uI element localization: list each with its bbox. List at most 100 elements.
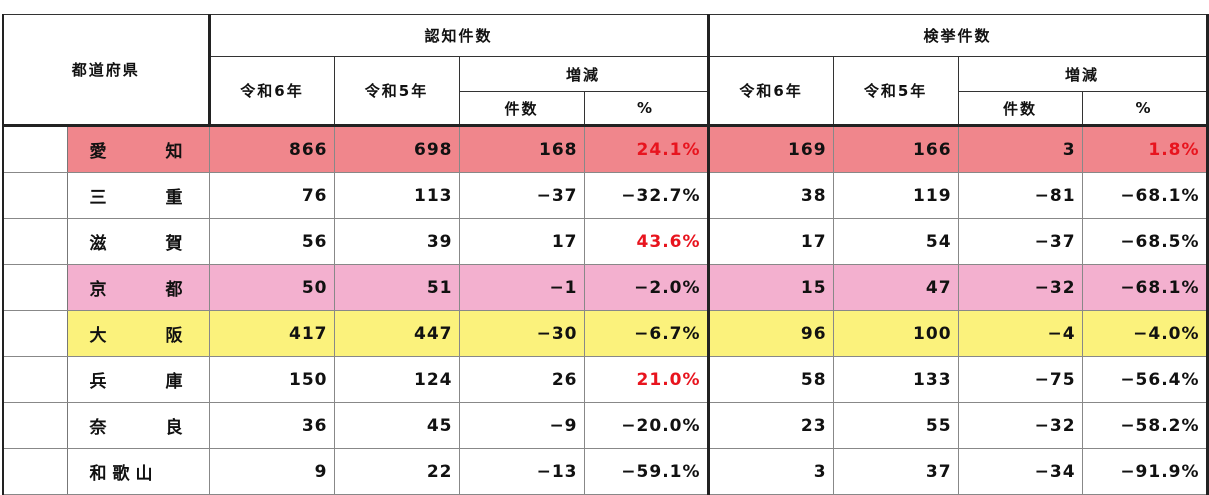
cleared-r5-cell: 47 — [832, 264, 959, 311]
recognized-count-header: 件数 — [458, 91, 585, 127]
crime-statistics-table: 都道府県 認知件数 検挙件数 令和6年 令和5年 増減 令和6年 令和5年 増減… — [1, 14, 1209, 495]
recognized-diff-cell: 26 — [458, 356, 585, 403]
table-header: 都道府県 認知件数 検挙件数 令和6年 令和5年 増減 令和6年 令和5年 増減… — [1, 14, 1209, 127]
table-row: 奈良 36 45 −9 −20.0% 23 55 −32 −58.2% — [2, 402, 1209, 449]
table-row: 愛知 866 698 168 24.1% 169 166 3 1.8% — [2, 125, 1209, 173]
prefecture-name-cell: 奈良 — [66, 402, 210, 449]
recognized-r6-header: 令和6年 — [207, 56, 335, 127]
recognized-diff-cell: 17 — [458, 218, 585, 265]
recognized-pct-cell: 21.0% — [583, 356, 710, 403]
cleared-pct-cell: −4.0% — [1081, 310, 1209, 357]
cleared-diff-cell: −75 — [957, 356, 1083, 403]
recognized-diff-cell: −1 — [458, 264, 585, 311]
row-indent-cell — [2, 402, 68, 449]
crime-statistics-table-frame: 都道府県 認知件数 検挙件数 令和6年 令和5年 増減 令和6年 令和5年 増減… — [1, 14, 1209, 495]
prefecture-name-char: 重 — [165, 188, 183, 208]
cleared-header: 検挙件数 — [707, 14, 1209, 57]
row-indent-cell — [2, 125, 68, 173]
prefecture-name-char: 和 — [89, 464, 107, 484]
recognized-r6-cell: 36 — [208, 402, 335, 449]
recognized-r5-cell: 124 — [333, 356, 460, 403]
table-body: 愛知 866 698 168 24.1% 169 166 3 1.8% 三重 76 113 −37 −32… — [2, 125, 1209, 495]
prefecture-name-char: 歌 — [112, 464, 130, 484]
cleared-pct-cell: −58.2% — [1081, 402, 1209, 449]
cleared-pct-cell: −68.1% — [1081, 264, 1209, 311]
cleared-r5-cell: 166 — [832, 125, 959, 173]
prefecture-name-cell: 京都 — [66, 264, 210, 311]
cleared-r5-header: 令和5年 — [832, 56, 959, 127]
cleared-r6-cell: 3 — [707, 448, 834, 495]
recognized-r6-cell: 417 — [208, 310, 335, 357]
recognized-r6-cell: 866 — [208, 125, 335, 173]
recognized-diff-cell: −9 — [458, 402, 585, 449]
cleared-r6-cell: 23 — [707, 402, 834, 449]
recognized-r5-cell: 51 — [333, 264, 460, 311]
prefecture-name-char: 滋 — [89, 234, 107, 254]
recognized-diff-cell: 168 — [458, 125, 585, 173]
table-row: 大阪 417 447 −30 −6.7% 96 100 −4 −4.0% — [2, 310, 1209, 357]
cleared-diff-cell: −32 — [957, 264, 1083, 311]
cleared-diff-cell: −34 — [957, 448, 1083, 495]
cleared-r5-cell: 55 — [832, 402, 959, 449]
cleared-r6-cell: 96 — [707, 310, 834, 357]
cleared-r6-cell: 58 — [707, 356, 834, 403]
cleared-pct-cell: 1.8% — [1081, 125, 1209, 173]
recognized-r5-cell: 45 — [333, 402, 460, 449]
prefecture-name-cell: 滋賀 — [66, 218, 210, 265]
row-indent-cell — [2, 310, 68, 357]
recognized-header: 認知件数 — [207, 14, 710, 57]
recognized-r5-cell: 39 — [333, 218, 460, 265]
recognized-r6-cell: 56 — [208, 218, 335, 265]
recognized-diff-cell: −13 — [458, 448, 585, 495]
prefecture-name-char: 賀 — [165, 234, 183, 254]
prefecture-name-char: 阪 — [165, 326, 183, 346]
prefecture-name-cell: 和歌山 — [66, 448, 210, 495]
cleared-pct-cell: −68.5% — [1081, 218, 1209, 265]
row-indent-cell — [2, 448, 68, 495]
prefecture-name-char: 庫 — [165, 372, 183, 392]
cleared-pct-cell: −91.9% — [1081, 448, 1209, 495]
cleared-r6-cell: 17 — [707, 218, 834, 265]
table-row: 三重 76 113 −37 −32.7% 38 119 −81 −68.1% — [2, 172, 1209, 219]
recognized-pct-cell: −6.7% — [583, 310, 710, 357]
recognized-diff-cell: −30 — [458, 310, 585, 357]
prefecture-name-char: 山 — [135, 464, 153, 484]
cleared-r5-cell: 37 — [832, 448, 959, 495]
cleared-pct-cell: −56.4% — [1081, 356, 1209, 403]
row-indent-cell — [2, 356, 68, 403]
recognized-r6-cell: 76 — [208, 172, 335, 219]
recognized-pct-cell: −2.0% — [583, 264, 710, 311]
cleared-change-header: 増減 — [957, 56, 1209, 92]
recognized-pct-cell: −59.1% — [583, 448, 710, 495]
table-row: 和歌山 9 22 −13 −59.1% 3 37 −34 −91.9% — [2, 448, 1209, 495]
recognized-pct-cell: 24.1% — [583, 125, 710, 173]
row-indent-cell — [2, 264, 68, 311]
recognized-pct-cell: −32.7% — [583, 172, 710, 219]
recognized-r5-cell: 113 — [333, 172, 460, 219]
recognized-r6-cell: 50 — [208, 264, 335, 311]
recognized-pct-cell: −20.0% — [583, 402, 710, 449]
recognized-change-header: 増減 — [458, 56, 710, 92]
cleared-r5-cell: 100 — [832, 310, 959, 357]
table-row: 京都 50 51 −1 −2.0% 15 47 −32 −68.1% — [2, 264, 1209, 311]
prefecture-name-char: 大 — [89, 326, 107, 346]
cleared-count-header: 件数 — [957, 91, 1083, 127]
recognized-r5-cell: 698 — [333, 125, 460, 173]
recognized-pct-cell: 43.6% — [583, 218, 710, 265]
recognized-r5-cell: 22 — [333, 448, 460, 495]
prefecture-name-char: 三 — [89, 188, 107, 208]
cleared-r6-header: 令和6年 — [707, 56, 834, 127]
cleared-diff-cell: −32 — [957, 402, 1083, 449]
cleared-diff-cell: −37 — [957, 218, 1083, 265]
recognized-r6-cell: 150 — [208, 356, 335, 403]
recognized-diff-cell: −37 — [458, 172, 585, 219]
recognized-pct-header: % — [583, 91, 710, 127]
cleared-r6-cell: 15 — [707, 264, 834, 311]
prefecture-name-char: 奈 — [89, 418, 107, 438]
prefecture-name-char: 良 — [165, 418, 183, 438]
prefecture-name-char: 愛 — [89, 142, 107, 162]
cleared-pct-cell: −68.1% — [1081, 172, 1209, 219]
cleared-diff-cell: −81 — [957, 172, 1083, 219]
prefecture-name-cell: 大阪 — [66, 310, 210, 357]
prefecture-name-cell: 三重 — [66, 172, 210, 219]
